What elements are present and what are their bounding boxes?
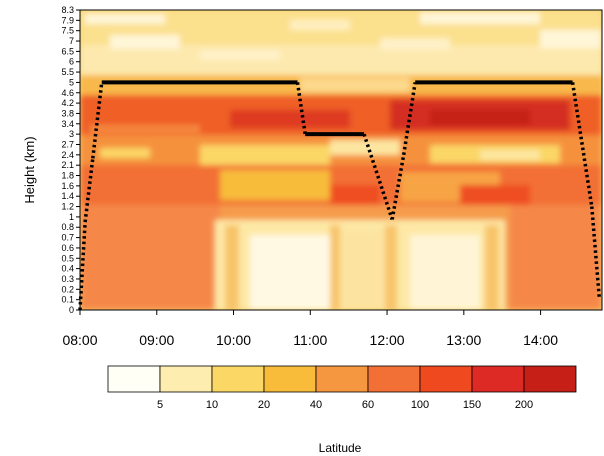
flight-track [78,80,602,311]
y-tick-label: 1 [69,212,74,222]
y-tick-label: 0.5 [61,253,74,263]
flight-track-segment [590,206,602,300]
colorbar-tick-label: 200 [515,399,533,411]
flight-track-segment [570,82,594,207]
y-tick-label: 0.1 [61,295,74,305]
y-tick-label: 2.4 [61,150,74,160]
colorbar-tick-label: 60 [362,399,374,411]
y-tick-label: 6.5 [61,46,74,56]
y-tick-label: 0.8 [61,222,74,232]
y-tick-label: 3 [69,129,74,139]
colorbar-swatch [315,365,369,393]
y-tick-label: 0.4 [61,264,74,274]
y-tick-label: 0.2 [61,284,74,294]
y-tick-label: 0 [69,305,74,315]
y-axis: 00.10.20.30.40.50.60.70.811.21.41.61.82.… [61,5,80,315]
y-tick-label: 7.9 [61,15,74,25]
flight-track-segment [401,82,417,156]
y-tick-label: 7.5 [61,26,74,36]
x-tick-label: 13:00 [446,332,481,348]
colorbar-tick-label: 100 [411,399,429,411]
flight-track-segment [78,221,87,311]
y-tick-label: 8.3 [61,5,74,15]
colorbar-tick-label: 150 [463,399,481,411]
y-tick-label: 0.6 [61,243,74,253]
y-tick-label: 2.7 [61,139,74,149]
colorbar-tick-label: 20 [258,399,270,411]
flight-track-segment [362,133,394,221]
x-tick-label: 11:00 [293,332,327,348]
colorbar-tick-label: 40 [310,399,322,411]
colorbar-swatch [211,365,265,393]
y-axis-label: Height (km) [22,136,37,203]
y-tick-label: 6 [69,57,74,67]
y-tick-label: 4.2 [61,98,74,108]
colorbar-swatch [263,365,317,393]
y-tick-label: 7 [69,36,74,46]
y-tick-label: 0.7 [61,233,74,243]
flight-track-segment [91,82,104,159]
colorbar-swatch [523,365,577,393]
y-tick-label: 5 [69,77,74,87]
x-tick-label: 08:00 [62,332,97,348]
y-tick-label: 5.5 [61,67,74,77]
x-tick-label: 10:00 [216,332,251,348]
heatmap-field [80,10,602,310]
plot-frame [79,9,603,311]
x-tick-label: 12:00 [370,332,405,348]
colorbar-label: Latitude [319,441,362,455]
colorbar-tick-label: 10 [206,399,218,411]
x-axis: 08:00 09:00 10:00 11:00 12:00 13:00 14:00 [62,310,558,348]
colorbar-swatch [471,365,525,393]
y-tick-label: 1.4 [61,191,74,201]
colorbar-swatch [159,365,213,393]
colorbar-swatch [367,365,421,393]
y-tick-label: 4.6 [61,88,74,98]
y-tick-label: 1.6 [61,181,74,191]
x-tick-label: 14:00 [523,332,558,348]
colorbar-swatch [107,365,161,393]
y-tick-label: 0.3 [61,274,74,284]
colorbar-tick-label: 5 [157,399,163,411]
y-tick-label: 2.1 [61,160,74,170]
y-tick-label: 1.2 [61,202,74,212]
colorbar-swatch [419,365,473,393]
y-tick-label: 3.4 [61,119,74,129]
colorbar: 5 10 20 40 60 100 150 200 [107,365,577,411]
y-tick-label: 3.8 [61,108,74,118]
y-tick-label: 1.8 [61,171,74,181]
x-tick-label: 09:00 [139,332,174,348]
